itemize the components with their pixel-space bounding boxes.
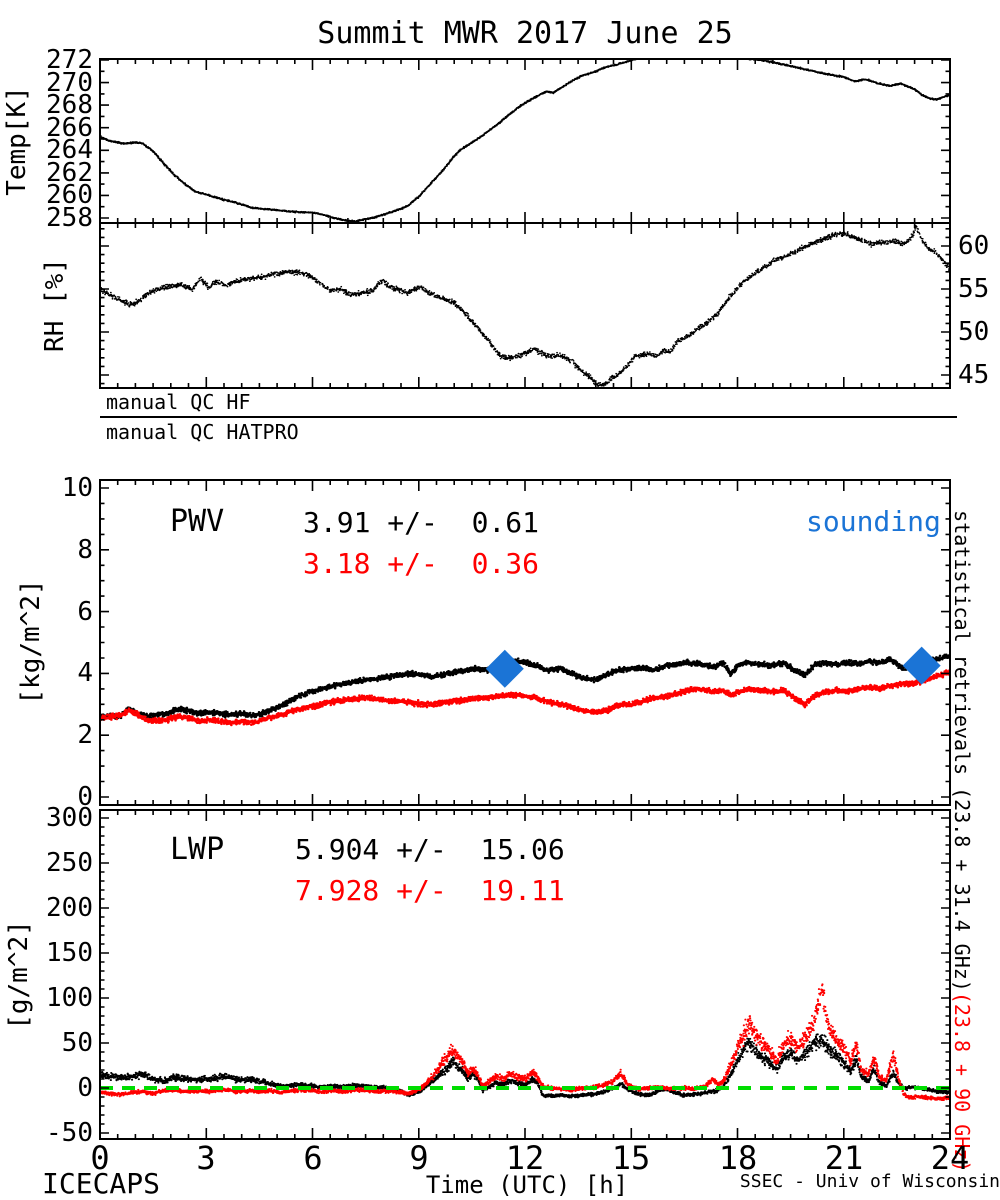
pwv-y-tick-label: 6: [77, 597, 93, 627]
x-tick-label: 9: [409, 1139, 429, 1177]
pwv-stats-red: 3.18 +/- 0.36: [303, 547, 540, 580]
temp-y-tick-label: 266: [46, 113, 93, 143]
temp-y-tick-label: 270: [46, 68, 93, 98]
sounding-marker-1: [485, 649, 524, 688]
lwp-y-tick-label: 200: [46, 893, 93, 923]
right-axis-title: statistical retrievals (23.8 + 31.4 GHz)…: [926, 462, 998, 1172]
sounding-legend-label: sounding: [806, 505, 941, 538]
pwv-panel: [99, 479, 951, 806]
x-tick-label: 18: [718, 1139, 758, 1177]
x-tick-label: 12: [505, 1139, 545, 1177]
x-tick-label: 21: [824, 1139, 864, 1177]
lwp-y-axis-title: [g/m^2]: [4, 920, 34, 1030]
lwp-y-tick-label: 250: [46, 848, 93, 878]
x-tick-label: 3: [196, 1139, 216, 1177]
qc-hf-label: manual QC HF: [106, 390, 251, 414]
temp-y-tick-label: 272: [46, 45, 93, 75]
footer-credit-label: SSEC - Univ of Wisconsin: [739, 1171, 1000, 1192]
rh-panel: [99, 222, 951, 389]
rh-series-black: [100, 224, 950, 387]
rh-y-axis-title: RH [%]: [40, 258, 70, 352]
temp-panel-border: [99, 58, 951, 224]
lwp-y-tick-label: 300: [46, 803, 93, 833]
x-tick-label: 15: [611, 1139, 651, 1177]
page-title: Summit MWR 2017 June 25: [317, 16, 733, 51]
lwp-panel: [99, 809, 951, 1140]
temp-axis-ticks: [99, 59, 951, 223]
sounding-marker-2: [902, 646, 941, 685]
pwv-y-tick-label: 2: [77, 720, 93, 750]
qc-divider-line: [100, 416, 957, 418]
lwp-y-tick-label: 0: [77, 1073, 93, 1103]
pwv-axis-ticks: [99, 480, 951, 805]
temp-series-black: [100, 59, 950, 223]
rh-axis-ticks: [99, 223, 951, 388]
rh-y-tick-label: 55: [958, 274, 990, 304]
lwp-y-tick-label: -50: [46, 1118, 93, 1148]
footer-site-label: ICECAPS: [42, 1167, 161, 1200]
x-tick-label: 6: [303, 1139, 323, 1177]
rh-panel-border: [99, 222, 951, 389]
lwp-stats-red: 7.928 +/- 19.11: [295, 874, 565, 907]
temp-y-tick-label: 262: [46, 158, 93, 188]
temp-y-tick-label: 264: [46, 135, 93, 165]
temp-y-tick-label: 258: [46, 203, 93, 233]
lwp-y-tick-label: 150: [46, 938, 93, 968]
lwp-panel-label: LWP: [170, 832, 225, 867]
lwp-stats-black: 5.904 +/- 15.06: [295, 833, 565, 866]
pwv-series-black: [100, 653, 950, 720]
x-tick-label: 24: [930, 1139, 970, 1177]
x-axis-title: Time (UTC) [h]: [425, 1171, 629, 1199]
lwp-y-tick-label: 50: [61, 1028, 93, 1058]
pwv-y-tick-label: 8: [77, 535, 93, 565]
temp-panel: [99, 58, 951, 224]
temp-y-tick-label: 260: [46, 180, 93, 210]
rh-y-tick-label: 60: [958, 231, 990, 261]
x-tick-label: 0: [90, 1139, 110, 1177]
lwp-axis-ticks: [99, 810, 951, 1139]
pwv-y-tick-label: 10: [61, 473, 93, 503]
temp-y-tick-label: 268: [46, 90, 93, 120]
rh-y-tick-label: 45: [958, 360, 990, 390]
qc-hatpro-label: manual QC HATPRO: [106, 420, 299, 444]
right-axis-title-black: statistical retrievals (23.8 + 31.4 GHz): [950, 510, 974, 992]
pwv-y-tick-label: 4: [77, 658, 93, 688]
pwv-y-tick-label: 0: [77, 782, 93, 812]
pwv-stats-black: 3.91 +/- 0.61: [303, 506, 540, 539]
rh-y-tick-label: 50: [958, 317, 990, 347]
lwp-y-tick-label: 100: [46, 983, 93, 1013]
pwv-panel-label: PWV: [170, 504, 225, 539]
